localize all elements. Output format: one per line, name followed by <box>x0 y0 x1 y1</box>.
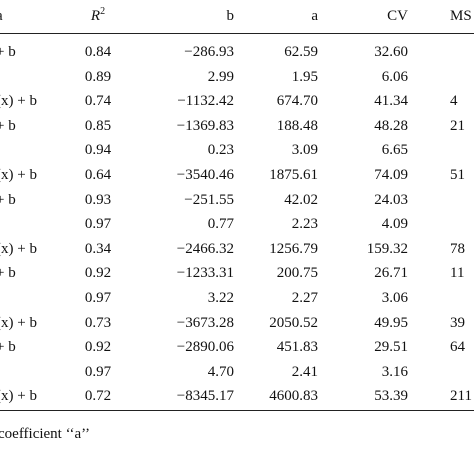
table-cell: 0.84 <box>84 44 112 60</box>
table-cell: 0.92 <box>84 339 112 356</box>
table-cell: 2.23 <box>291 216 318 233</box>
table-cell: 4.70 <box>207 363 234 380</box>
table-cell: 49.95 <box>374 314 408 331</box>
table-cell: 64 <box>450 339 465 356</box>
table-cell: 21 <box>450 117 465 134</box>
table-cell: 0.23 <box>207 142 234 159</box>
table-cell: 3.06 <box>381 290 408 306</box>
table-cell: 0.74 <box>84 93 112 110</box>
table-cell: (x) + b <box>0 240 37 257</box>
header-cell: R2 <box>91 7 105 25</box>
table-cell: 62.59 <box>284 44 318 60</box>
table-cell: 24.03 <box>374 191 408 208</box>
table-cell: + b <box>0 339 16 356</box>
table-cell: 0.92 <box>84 265 112 282</box>
table-cell: 0.72 <box>84 388 112 405</box>
table-cell: 42.02 <box>284 191 318 208</box>
table-cell: + b <box>0 44 16 60</box>
table-cell: (x) + b <box>0 388 37 405</box>
header-base: R <box>90 8 101 24</box>
table-cell: −3673.28 <box>176 314 234 331</box>
table-cell: 11 <box>450 265 465 282</box>
table-cell: 6.06 <box>381 68 408 85</box>
table-cell: 29.51 <box>374 339 408 356</box>
table-cell: 674.70 <box>276 93 318 110</box>
table-cell: + b <box>0 265 16 282</box>
table-cell: 26.71 <box>374 265 408 282</box>
table-cell: 1.95 <box>291 68 318 85</box>
table-cell: 6.65 <box>381 142 408 159</box>
table-cell: 1256.79 <box>269 240 318 257</box>
table-cell: −8345.17 <box>176 388 234 405</box>
table-cell: 4.09 <box>381 216 408 233</box>
table-cell: 0.97 <box>84 216 112 233</box>
table-cell: 1875.61 <box>269 167 318 183</box>
table-cell: 3.16 <box>381 363 408 380</box>
table-cell: 48.28 <box>374 117 408 134</box>
table-cell: + b <box>0 191 16 208</box>
table-cell: 32.60 <box>374 44 408 60</box>
table-cell: 0.64 <box>84 167 112 183</box>
header-cell: MS <box>450 8 472 24</box>
table-cell: (x) + b <box>0 93 37 110</box>
header-cell: a <box>0 7 3 25</box>
table-cell: 0.85 <box>84 117 112 134</box>
table-cell: 0.97 <box>84 290 112 306</box>
table-cell: 4600.83 <box>269 388 318 405</box>
table-cell: 2.99 <box>207 68 234 85</box>
table-cell: 211 <box>450 388 472 405</box>
table-cell: 4 <box>450 93 458 110</box>
header-cell: b <box>226 8 235 24</box>
header-rule <box>0 33 474 34</box>
table-cell: 0.94 <box>84 142 112 159</box>
table-cell: 200.75 <box>276 265 318 282</box>
table-cell: 0.93 <box>84 191 112 208</box>
header-cell: CV <box>387 8 408 24</box>
table-cell: 0.89 <box>84 68 112 85</box>
table-cell: (x) + b <box>0 314 37 331</box>
table-cell: 2.41 <box>291 363 318 380</box>
table-cell: −251.55 <box>184 191 234 208</box>
table-cell: −1369.83 <box>176 117 234 134</box>
table-cell: −286.93 <box>184 44 234 60</box>
table-cell: 0.73 <box>84 314 112 331</box>
table-cell: 39 <box>450 314 465 331</box>
table-cell: 78 <box>450 240 465 257</box>
table-cell: 0.34 <box>84 240 112 257</box>
table-cell: 41.34 <box>374 93 408 110</box>
table-cell: 51 <box>450 167 465 183</box>
table-cell: −1233.31 <box>176 265 234 282</box>
table-cell: 2050.52 <box>269 314 318 331</box>
table-cell: 3.22 <box>207 290 234 306</box>
table-cell: 159.32 <box>366 240 408 257</box>
bottom-rule <box>0 410 474 411</box>
table-cell: 451.83 <box>276 339 318 356</box>
table-cell: −1132.42 <box>177 93 234 110</box>
table-cell: 53.39 <box>374 388 408 405</box>
table-cell: −2466.32 <box>176 240 234 257</box>
table-cell: −2890.06 <box>176 339 234 356</box>
table-cell: 0.97 <box>84 363 112 380</box>
table-cell: (x) + b <box>0 167 37 183</box>
footnote: coefficient ‘‘a’’ <box>0 426 91 442</box>
table-cell: 74.09 <box>374 167 408 183</box>
table-cell: 2.27 <box>291 290 318 306</box>
header-cell: a <box>311 8 318 24</box>
table-cell: 3.09 <box>291 142 318 159</box>
table-cell: −3540.46 <box>176 167 234 183</box>
header-sup: 2 <box>100 6 106 17</box>
table-cell: 0.77 <box>207 216 234 233</box>
table-cell: + b <box>0 117 16 134</box>
table-cell: 188.48 <box>276 117 318 134</box>
